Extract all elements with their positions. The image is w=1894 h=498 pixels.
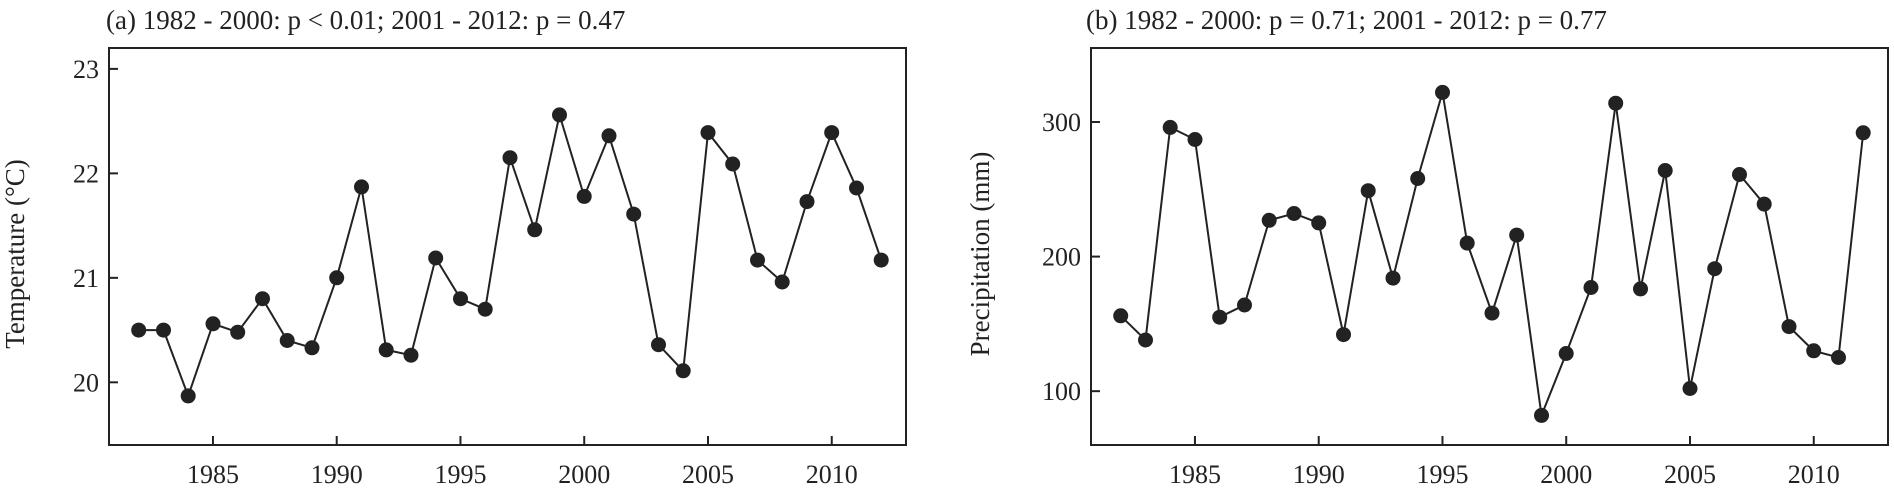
precipitation-data-point bbox=[1410, 171, 1426, 186]
precipitation-data-point bbox=[1732, 167, 1747, 182]
precipitation-data-point bbox=[1311, 215, 1327, 231]
precipitation-data-point bbox=[1435, 84, 1450, 100]
temperature-data-point bbox=[255, 291, 270, 307]
precipitation-data-point bbox=[1336, 327, 1351, 343]
temperature-data-point bbox=[675, 363, 691, 379]
temperature-plot-frame bbox=[108, 47, 907, 446]
precipitation-data-point bbox=[1583, 280, 1599, 295]
temperature-marks bbox=[131, 107, 889, 404]
temperature-data-point bbox=[304, 340, 320, 356]
temperature-x-tick-label: 1990 bbox=[311, 460, 363, 489]
precipitation-data-point bbox=[1484, 305, 1500, 321]
precipitation-x-tick-label: 1995 bbox=[1416, 460, 1468, 489]
temperature-data-point bbox=[477, 301, 493, 317]
temperature-data-point bbox=[279, 333, 295, 348]
temperature-data-point bbox=[428, 250, 444, 266]
precipitation-plot-frame bbox=[1090, 47, 1889, 446]
temperature-y-tick-label: 20 bbox=[73, 368, 99, 397]
precipitation-panel: (b) 1982 - 2000: p = 0.71; 2001 - 2012: … bbox=[965, 5, 1889, 489]
temperature-data-point bbox=[774, 274, 790, 290]
precipitation-data-point bbox=[1385, 270, 1401, 286]
temperature-data-point bbox=[230, 324, 246, 340]
precipitation-data-point bbox=[1657, 163, 1673, 178]
temperature-data-point bbox=[527, 222, 543, 238]
temperature-data-point bbox=[849, 180, 864, 196]
temperature-data-point bbox=[601, 128, 617, 144]
precipitation-series-line bbox=[1120, 92, 1865, 420]
temperature-data-point bbox=[403, 347, 419, 363]
temperature-x-tick-label: 1985 bbox=[187, 460, 239, 489]
precipitation-x-tick-label: 1985 bbox=[1169, 460, 1221, 489]
precipitation-data-point bbox=[1633, 281, 1648, 297]
temperature-data-point bbox=[799, 194, 815, 210]
precipitation-data-point bbox=[1509, 227, 1525, 243]
precipitation-x-tick-label: 1990 bbox=[1293, 460, 1345, 489]
precipitation-x-tick-label: 2010 bbox=[1788, 460, 1840, 489]
temperature-x-tick-label: 2005 bbox=[682, 460, 734, 489]
precipitation-data-point bbox=[1756, 196, 1772, 212]
temperature-data-point bbox=[131, 322, 147, 338]
precipitation-y-tick-label: 200 bbox=[1042, 243, 1081, 272]
temperature-data-point bbox=[205, 316, 221, 332]
precipitation-data-point bbox=[1855, 125, 1871, 141]
temperature-ticks: 1985 1990 1995 2000 2005 2010 20 21 22 23 bbox=[73, 55, 858, 489]
precipitation-data-point bbox=[1682, 381, 1698, 396]
temperature-data-point bbox=[725, 156, 741, 172]
temperature-x-tick-label: 2010 bbox=[806, 460, 858, 489]
temperature-panel: (a) 1982 - 2000: p < 0.01; 2001 - 2012: … bbox=[0, 5, 907, 489]
precipitation-data-point bbox=[1138, 332, 1153, 348]
temperature-data-point bbox=[552, 107, 567, 123]
temperature-data-point bbox=[750, 252, 765, 268]
precipitation-data-point bbox=[1831, 350, 1846, 365]
temperature-x-tick-label: 1995 bbox=[434, 460, 486, 489]
precipitation-x-tick-label: 2000 bbox=[1540, 460, 1592, 489]
precipitation-data-point bbox=[1261, 212, 1277, 228]
temperature-data-point bbox=[156, 322, 171, 338]
precipitation-data-point bbox=[1707, 261, 1723, 277]
temperature-data-point bbox=[378, 342, 394, 358]
temperature-y-tick-label: 21 bbox=[73, 264, 99, 293]
temperature-data-point bbox=[626, 206, 642, 222]
precipitation-data-point bbox=[1212, 309, 1228, 325]
precipitation-data-point bbox=[1286, 206, 1302, 221]
temperature-y-tick-label: 23 bbox=[73, 55, 99, 84]
temperature-data-point bbox=[700, 125, 716, 141]
precipitation-data-point bbox=[1534, 407, 1549, 423]
temperature-x-tick-label: 2000 bbox=[558, 460, 610, 489]
temperature-y-tick-label: 22 bbox=[73, 159, 99, 188]
temperature-data-point bbox=[502, 150, 518, 166]
precipitation-y-tick-label: 100 bbox=[1042, 377, 1081, 406]
temperature-data-point bbox=[651, 337, 666, 353]
temperature-y-axis-label: Temperature (°C) bbox=[0, 159, 30, 349]
temperature-data-point bbox=[576, 188, 592, 204]
temperature-data-point bbox=[180, 388, 196, 404]
temperature-data-point bbox=[873, 252, 889, 268]
temperature-data-point bbox=[453, 291, 468, 307]
precipitation-data-point bbox=[1237, 297, 1252, 313]
precipitation-data-point bbox=[1608, 95, 1624, 111]
precipitation-ticks: 1985 1990 1995 2000 2005 2010 100 200 300 bbox=[1042, 108, 1840, 489]
precipitation-data-point bbox=[1781, 319, 1797, 335]
temperature-chart-title: (a) 1982 - 2000: p < 0.01; 2001 - 2012: … bbox=[106, 5, 625, 35]
precipitation-data-point bbox=[1459, 235, 1475, 251]
precipitation-data-point bbox=[1113, 308, 1129, 324]
precipitation-marks bbox=[1113, 84, 1871, 423]
precipitation-chart-title: (b) 1982 - 2000: p = 0.71; 2001 - 2012: … bbox=[1086, 5, 1607, 35]
precipitation-data-point bbox=[1187, 132, 1203, 147]
precipitation-y-axis-label: Precipitation (mm) bbox=[965, 152, 995, 357]
precipitation-data-point bbox=[1558, 346, 1574, 361]
precipitation-data-point bbox=[1360, 183, 1376, 199]
precipitation-data-point bbox=[1806, 343, 1822, 359]
precipitation-data-point bbox=[1162, 119, 1178, 135]
temperature-data-point bbox=[354, 179, 369, 195]
precipitation-x-tick-label: 2005 bbox=[1664, 460, 1716, 489]
precipitation-y-tick-label: 300 bbox=[1042, 108, 1081, 137]
temperature-data-point bbox=[824, 125, 840, 141]
temperature-data-point bbox=[329, 270, 345, 286]
